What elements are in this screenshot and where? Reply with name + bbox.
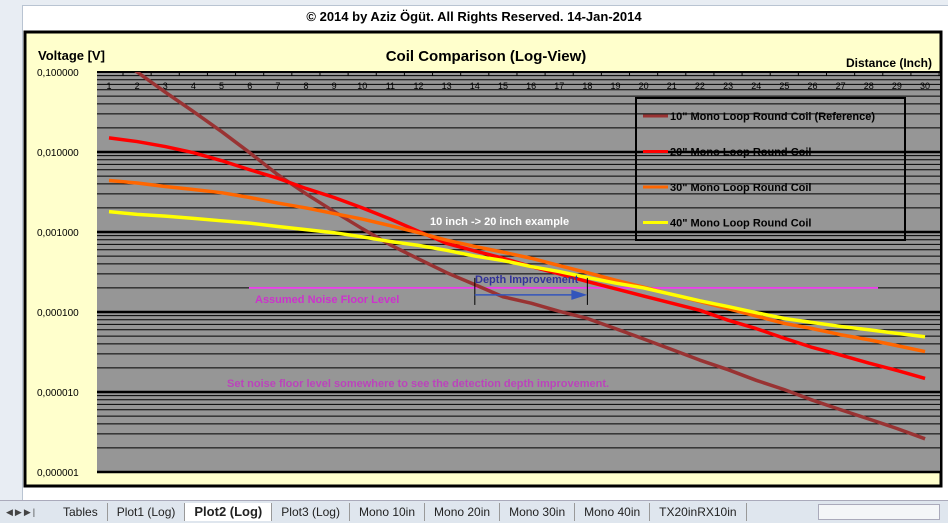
x-tick-label: 24 xyxy=(751,81,761,91)
x-tick-label: 6 xyxy=(247,81,252,91)
x-tick-label: 30 xyxy=(920,81,930,91)
x-tick-label: 5 xyxy=(219,81,224,91)
series-line-3 xyxy=(108,178,926,354)
series-line-1 xyxy=(134,72,926,441)
depth-improvement-marker xyxy=(474,277,588,305)
x-tick-label: 28 xyxy=(864,81,874,91)
hint-text: Set noise floor level somewhere to see t… xyxy=(227,378,609,390)
x-tick-labels: 1 2 3 4 5 6 7 8 9 10 11 12 13 14 15 16 17 18 19 20 21 22 23 24 2… xyxy=(106,72,940,91)
y-tick-labels: 0,100000 0,010000 0,001000 0,000100 0,000010… xyxy=(37,68,79,479)
series-line-4 xyxy=(108,209,926,339)
legend-entry: 30" Mono Loop Round Coil xyxy=(670,182,811,194)
x-tick-label: 4 xyxy=(191,81,196,91)
tab-plot2[interactable]: Plot2 (Log) xyxy=(185,503,273,521)
x-tick-label: 26 xyxy=(807,81,817,91)
x-tick-label: 27 xyxy=(836,81,846,91)
x-tick-label: 12 xyxy=(414,81,424,91)
tab-mono-20in[interactable]: Mono 20in xyxy=(425,503,501,521)
x-tick-label: 16 xyxy=(526,81,536,91)
tab-plot1[interactable]: Plot1 (Log) xyxy=(108,503,186,521)
tab-mono-10in[interactable]: Mono 10in xyxy=(350,503,426,521)
legend-entry: 40" Mono Loop Round Coil xyxy=(670,218,811,230)
y-axis-label: Voltage [V] xyxy=(38,48,105,63)
x-tick-label: 23 xyxy=(723,81,733,91)
x-tick-label: 7 xyxy=(275,81,280,91)
x-tick-label: 21 xyxy=(667,81,677,91)
row-headers xyxy=(0,5,23,500)
x-tick-label: 25 xyxy=(779,81,789,91)
copyright-text: © 2014 by Aziz Ögüt. All Rights Reserved… xyxy=(306,9,642,24)
x-tick-label: 19 xyxy=(611,81,621,91)
arrow-head-icon xyxy=(571,289,588,300)
x-tick-label: 1 xyxy=(106,81,111,91)
column-headers xyxy=(0,0,948,6)
tab-tx20inrx10in[interactable]: TX20inRX10in xyxy=(650,503,747,521)
plot-area xyxy=(97,72,940,472)
x-tick-label: 10 xyxy=(357,81,367,91)
horizontal-scrollbar[interactable] xyxy=(818,504,940,520)
x-tick-label: 29 xyxy=(892,81,902,91)
x-tick-label: 17 xyxy=(554,81,564,91)
legend-entry: 10" Mono Loop Round Coil (Reference) xyxy=(670,111,875,123)
y-tick-label: 0,000100 xyxy=(37,308,79,319)
y-tick-label: 0,000001 xyxy=(37,468,79,479)
x-tick-label: 9 xyxy=(332,81,337,91)
chart: 1 2 3 4 5 6 7 8 9 10 11 12 13 14 15 16 17 18 19 20 21 22 23 24 2… xyxy=(23,30,943,488)
x-tick-label: 15 xyxy=(498,81,508,91)
chart-title: Coil Comparison (Log-View) xyxy=(386,48,587,65)
depth-improvement-label: Depth Improvement xyxy=(475,274,579,286)
x-tick-label: 22 xyxy=(695,81,705,91)
tab-mono-30in[interactable]: Mono 30in xyxy=(500,503,576,521)
noise-floor-label: Assumed Noise Floor Level xyxy=(255,294,399,306)
x-axis-label: Distance (Inch) xyxy=(846,56,932,70)
tab-plot3[interactable]: Plot3 (Log) xyxy=(272,503,350,521)
x-tick-label: 20 xyxy=(639,81,649,91)
legend-entry: 20" Mono Loop Round Coil xyxy=(670,147,811,159)
y-tick-label: 0,010000 xyxy=(37,148,79,159)
tab-mono-40in[interactable]: Mono 40in xyxy=(575,503,651,521)
y-tick-label: 0,001000 xyxy=(37,228,79,239)
legend: 10" Mono Loop Round Coil (Reference) 20" … xyxy=(635,97,906,241)
x-tick-label: 3 xyxy=(163,81,168,91)
sheet-nav-arrows-icon[interactable]: ◀▶▶| xyxy=(6,506,38,517)
tab-tables[interactable]: Tables xyxy=(54,503,108,521)
x-tick-label: 14 xyxy=(470,81,480,91)
sheet-tab-bar: ◀▶▶| Tables Plot1 (Log) Plot2 (Log) Plot… xyxy=(0,500,948,523)
x-tick-label: 18 xyxy=(582,81,592,91)
y-tick-label: 0,100000 xyxy=(37,68,79,79)
x-tick-label: 2 xyxy=(135,81,140,91)
x-tick-label: 13 xyxy=(442,81,452,91)
example-label: 10 inch -> 20 inch example xyxy=(430,216,569,228)
x-tick-label: 8 xyxy=(303,81,308,91)
y-tick-label: 0,000010 xyxy=(37,388,79,399)
x-tick-label: 11 xyxy=(386,81,395,91)
